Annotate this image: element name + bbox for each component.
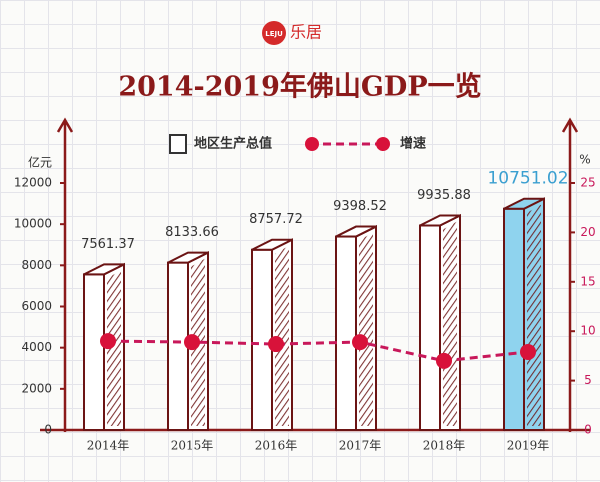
bar [167, 261, 189, 431]
y-tick-label: 8000 [21, 258, 52, 272]
y-tick-label: 12000 [14, 176, 52, 190]
line-dot [352, 334, 368, 351]
line [107, 339, 529, 363]
y-tick-label: 2000 [21, 381, 52, 395]
legend-dot [305, 137, 319, 151]
logo-icon [262, 21, 286, 45]
bar [83, 273, 105, 431]
legend-dot [376, 137, 390, 151]
y-tick-label: 6000 [21, 299, 52, 313]
y2-axis [561, 117, 579, 432]
bar [251, 248, 273, 431]
bar-side-hatch [107, 270, 121, 426]
bar-top [419, 214, 461, 227]
bar [419, 224, 441, 431]
bar-side-hatch [359, 232, 373, 426]
value-label: 7561.37 [81, 237, 135, 252]
y2-tick-label: 15 [580, 274, 595, 288]
legend-label: 增速 [400, 136, 426, 152]
bar-side-hatch [527, 204, 541, 426]
value-label: 8133.66 [165, 225, 219, 240]
x-tick-label: 2016年 [255, 439, 298, 453]
y-axis [56, 117, 74, 432]
y2-tick-label: 25 [580, 176, 595, 190]
x-tick-label: 2018年 [423, 439, 466, 453]
value-label: 9398.52 [333, 199, 387, 214]
line-dot [184, 334, 200, 351]
line-dot [268, 336, 284, 353]
bar [335, 235, 357, 431]
y2-axis-label: % [579, 153, 590, 167]
legend: 地区生产总值 增速 [169, 134, 426, 154]
y2-tick-label: 20 [580, 225, 595, 239]
value-label: 8757.72 [249, 212, 303, 227]
y2-tick-label: 10 [580, 324, 595, 338]
y-axis-label: 亿元 [28, 155, 52, 170]
y-tick-label: 4000 [21, 340, 52, 354]
bar-top [503, 197, 545, 210]
chart-title: 2014-2019年佛山GDP一览 [118, 71, 481, 103]
y-tick-label: 10000 [14, 217, 52, 231]
x-tick-label: 2015年 [171, 439, 214, 453]
logo-mark: LEJU [265, 30, 283, 38]
bar [503, 207, 525, 431]
bar-top [167, 251, 209, 264]
legend-label: 地区生产总值 [194, 136, 272, 152]
logo-name: 乐居 [290, 23, 322, 42]
bar-top [251, 238, 293, 251]
legend-bar-icon [169, 134, 187, 154]
bar-top [83, 263, 125, 276]
bar-side-hatch [443, 221, 457, 426]
y2-tick-label: 0 [584, 423, 592, 437]
x-tick-label: 2019年 [507, 439, 550, 453]
value-label: 9935.88 [417, 188, 471, 203]
y-tick-label: 0 [44, 423, 52, 437]
bar-top [335, 225, 377, 238]
line-dot [436, 352, 452, 369]
x-tick-label: 2014年 [87, 439, 130, 453]
value-label: 10751.02 [487, 169, 568, 189]
line-dot [100, 333, 116, 350]
y2-tick-label: 5 [584, 373, 592, 387]
line-dot [520, 343, 536, 360]
bar-side-hatch [275, 245, 289, 426]
x-tick-label: 2017年 [339, 439, 382, 453]
